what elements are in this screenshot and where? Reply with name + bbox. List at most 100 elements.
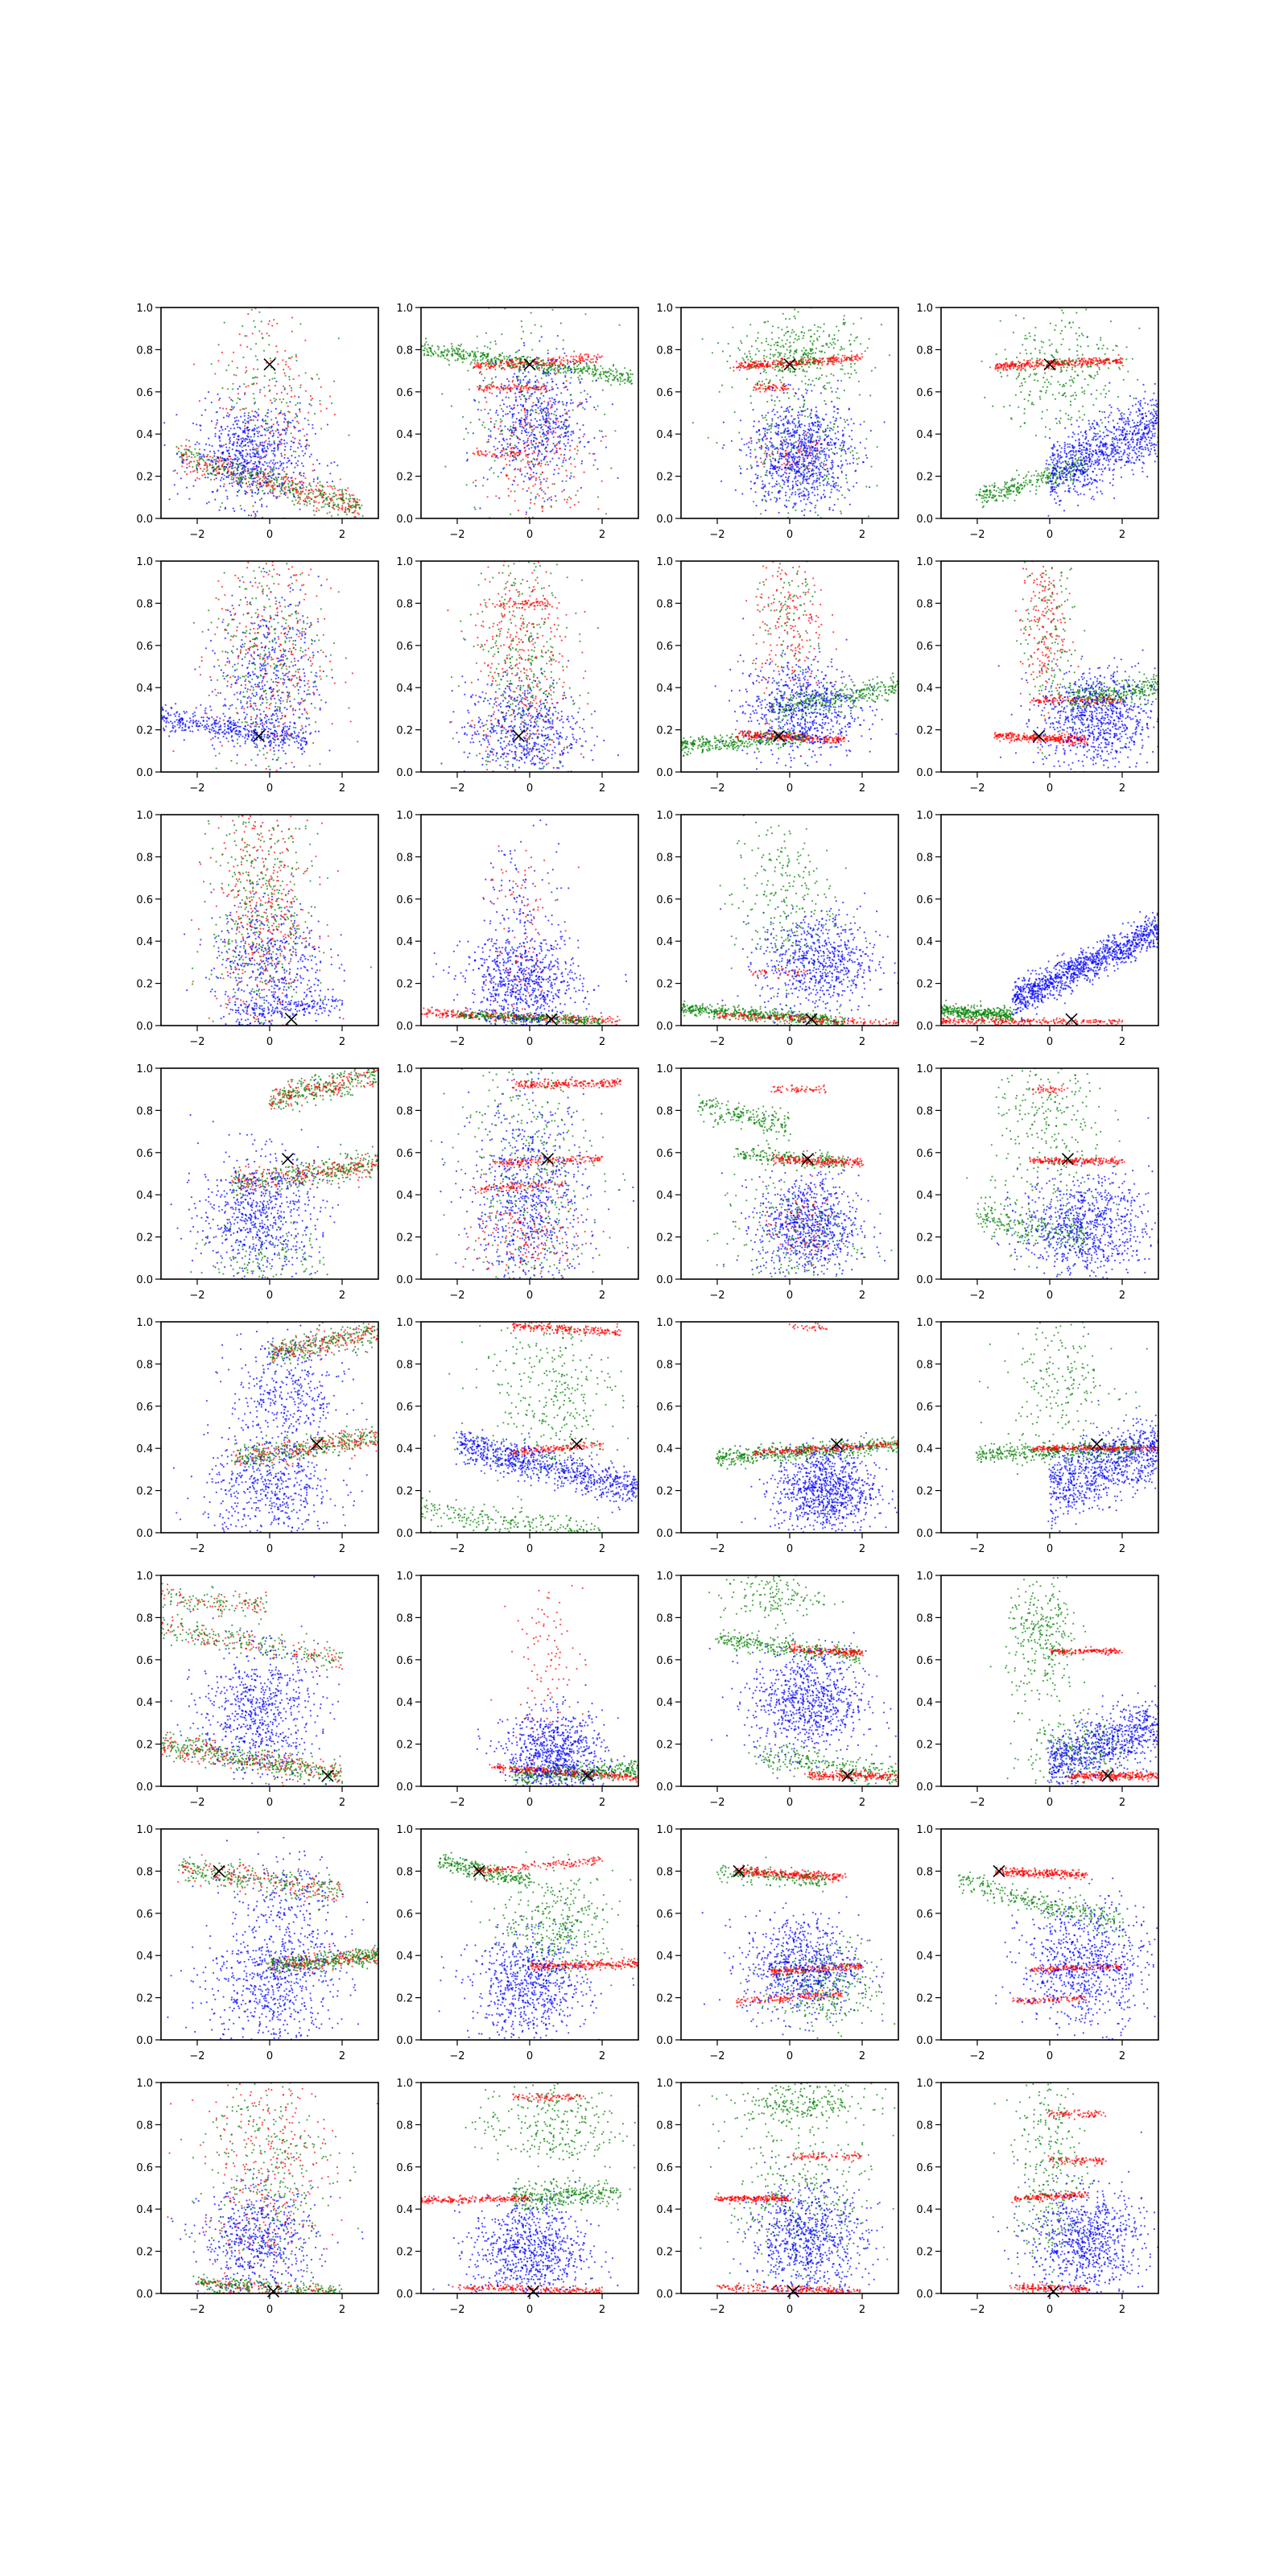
point [484, 386, 486, 389]
point [563, 386, 565, 389]
point [786, 339, 788, 341]
point [250, 489, 252, 491]
point [460, 343, 463, 345]
point [251, 410, 254, 412]
point [288, 421, 291, 423]
point [791, 420, 794, 423]
point [277, 444, 279, 447]
point [816, 477, 819, 480]
point [795, 456, 797, 458]
point [853, 340, 856, 342]
point [295, 412, 297, 415]
point [579, 374, 581, 377]
point [551, 483, 554, 485]
point [256, 482, 258, 485]
point [210, 363, 213, 365]
point [536, 420, 539, 423]
point [547, 440, 549, 442]
point [547, 409, 549, 411]
point [186, 467, 188, 469]
point [303, 503, 306, 506]
point [852, 454, 854, 456]
point [557, 369, 559, 372]
point [523, 443, 526, 445]
point [196, 460, 198, 462]
point [287, 457, 289, 460]
point [197, 464, 200, 468]
point [229, 442, 231, 444]
point [558, 357, 561, 359]
point [237, 439, 240, 441]
point [801, 349, 803, 352]
point [459, 348, 461, 351]
point [497, 427, 500, 430]
point [280, 433, 283, 436]
point [486, 360, 489, 362]
point [751, 357, 753, 361]
point [489, 341, 492, 344]
point [232, 423, 234, 426]
point [509, 455, 511, 457]
point [440, 355, 442, 358]
point [484, 377, 486, 379]
point [846, 356, 848, 358]
point [731, 386, 733, 389]
point [530, 434, 532, 436]
point [260, 469, 262, 471]
point [791, 459, 794, 461]
point [535, 403, 538, 406]
point [770, 431, 772, 434]
point [537, 407, 539, 409]
point [184, 448, 186, 451]
point [551, 365, 554, 367]
point [761, 415, 763, 417]
point [769, 364, 771, 366]
point [506, 387, 509, 390]
point [501, 408, 503, 411]
point [275, 345, 278, 348]
point [838, 448, 840, 450]
point [826, 342, 828, 345]
point [556, 358, 559, 361]
point [745, 378, 749, 380]
point [258, 391, 261, 394]
point [582, 407, 584, 409]
point [477, 450, 480, 452]
point [763, 365, 766, 368]
point [229, 408, 232, 411]
point [527, 464, 530, 466]
point [262, 456, 265, 459]
point [565, 427, 568, 430]
point [227, 476, 229, 479]
point [823, 330, 825, 332]
point [326, 499, 328, 502]
point [538, 364, 540, 366]
point [258, 456, 260, 459]
point [526, 382, 528, 384]
point [815, 377, 818, 380]
point [256, 444, 258, 447]
point [481, 389, 483, 391]
point [849, 359, 852, 361]
point [433, 350, 436, 353]
point [768, 482, 770, 485]
point [344, 489, 346, 491]
point [353, 494, 355, 497]
point [783, 334, 786, 336]
point [229, 414, 231, 416]
point [223, 461, 225, 464]
point [232, 407, 234, 410]
point [541, 440, 544, 443]
point [202, 460, 205, 462]
point [289, 401, 291, 403]
point [196, 452, 198, 455]
point [613, 378, 616, 380]
point [819, 437, 821, 440]
point [784, 353, 786, 355]
point [815, 347, 818, 349]
point [815, 481, 817, 483]
point [799, 488, 801, 490]
point [255, 449, 258, 452]
point [810, 358, 812, 361]
point [803, 404, 805, 407]
